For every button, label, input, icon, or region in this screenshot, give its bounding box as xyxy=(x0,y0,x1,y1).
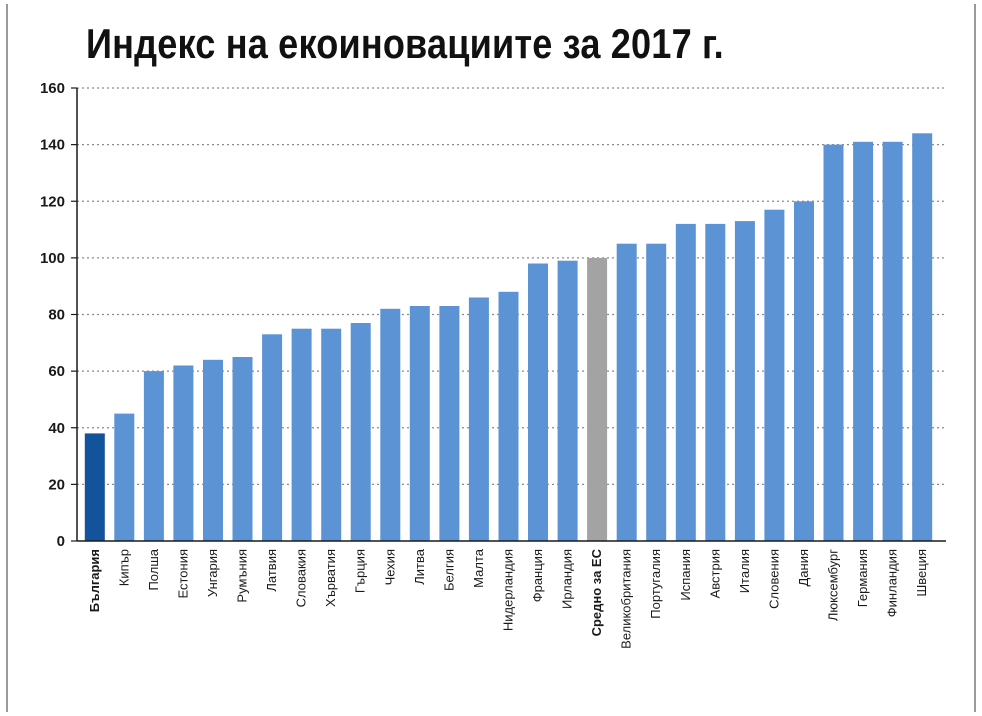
y-tick-label: 100 xyxy=(40,250,65,267)
x-tick-label: Чехия xyxy=(382,549,397,585)
x-tick-label: Дания xyxy=(796,549,811,587)
bar-8 xyxy=(321,328,342,541)
x-tick-label: Латвия xyxy=(264,549,279,592)
x-tick-label: Великобритания xyxy=(619,549,634,649)
x-tick-label: Италия xyxy=(737,549,752,593)
x-axis-labels: България Кипър Полша Естония Унгария Румъния Л… xyxy=(87,548,929,649)
bar-3 xyxy=(173,365,194,541)
chart-title: Индекс на екоиновациите за 2017 г. xyxy=(86,20,724,67)
bar-15 xyxy=(528,263,548,541)
x-tick-label: България xyxy=(87,549,102,612)
axes xyxy=(71,87,946,542)
bar-13 xyxy=(468,297,489,541)
bar-22 xyxy=(734,221,755,541)
y-tick-label: 160 xyxy=(40,80,65,97)
bar-17 xyxy=(587,257,608,541)
bar-1 xyxy=(114,413,135,541)
x-tick-label: Белгия xyxy=(441,549,456,591)
y-tick-label: 40 xyxy=(48,420,65,437)
y-tick-label: 0 xyxy=(57,533,65,550)
chart-frame xyxy=(6,4,976,712)
bar-23 xyxy=(764,209,785,541)
x-tick-label: Словения xyxy=(766,549,781,609)
x-tick-label: Швеция xyxy=(914,549,929,597)
x-tick-label: Нидерландия xyxy=(501,549,516,631)
bar-9 xyxy=(350,323,371,541)
x-tick-label: Португалия xyxy=(648,549,663,619)
bar-19 xyxy=(646,243,667,541)
bars xyxy=(84,133,933,542)
bar-11 xyxy=(409,306,430,541)
x-tick-label: Литва xyxy=(412,548,427,585)
bar-18 xyxy=(616,243,637,541)
x-tick-label: Финландия xyxy=(885,549,900,617)
y-tick-label: 20 xyxy=(48,476,65,493)
bar-20 xyxy=(675,223,696,541)
y-tick-label: 140 xyxy=(40,137,65,154)
bar-6 xyxy=(262,334,283,541)
x-tick-label: Средно за ЕС xyxy=(589,548,604,636)
x-tick-label: Кипър xyxy=(116,549,131,586)
x-tick-label: Германия xyxy=(855,549,870,607)
x-tick-label: Австрия xyxy=(707,549,722,598)
bar-21 xyxy=(705,223,726,541)
bar-24 xyxy=(794,201,814,542)
bar-27 xyxy=(882,141,903,542)
x-tick-label: Румъния xyxy=(235,549,250,603)
y-tick-label: 60 xyxy=(48,363,65,380)
bar-10 xyxy=(380,308,401,541)
bar-4 xyxy=(203,359,223,541)
x-tick-label: Словакия xyxy=(294,549,309,607)
x-tick-label: Франция xyxy=(530,549,545,602)
x-tick-label: Испания xyxy=(678,549,693,601)
bar-28 xyxy=(912,133,933,542)
bar-16 xyxy=(557,260,578,541)
x-tick-label: Гърция xyxy=(353,549,368,593)
bar-14 xyxy=(498,291,519,541)
bar-26 xyxy=(853,141,874,542)
bar-0 xyxy=(84,433,105,541)
x-tick-label: Малта xyxy=(471,548,486,588)
x-tick-label: Естония xyxy=(175,549,190,599)
bar-2 xyxy=(143,371,164,541)
y-tick-label: 120 xyxy=(40,193,65,210)
bar-7 xyxy=(291,328,312,541)
bar-12 xyxy=(439,306,460,541)
x-tick-label: Полша xyxy=(146,548,161,590)
bar-25 xyxy=(823,144,844,541)
bar-5 xyxy=(232,357,253,541)
x-tick-label: Хърватия xyxy=(323,549,338,607)
x-tick-label: Ирландия xyxy=(560,549,575,609)
x-tick-label: Унгария xyxy=(205,549,220,597)
y-axis-ticks: 0 20 40 60 80 100 120 140 160 xyxy=(40,80,65,550)
y-tick-label: 80 xyxy=(48,307,65,324)
x-tick-label: Люксембург xyxy=(826,549,841,621)
